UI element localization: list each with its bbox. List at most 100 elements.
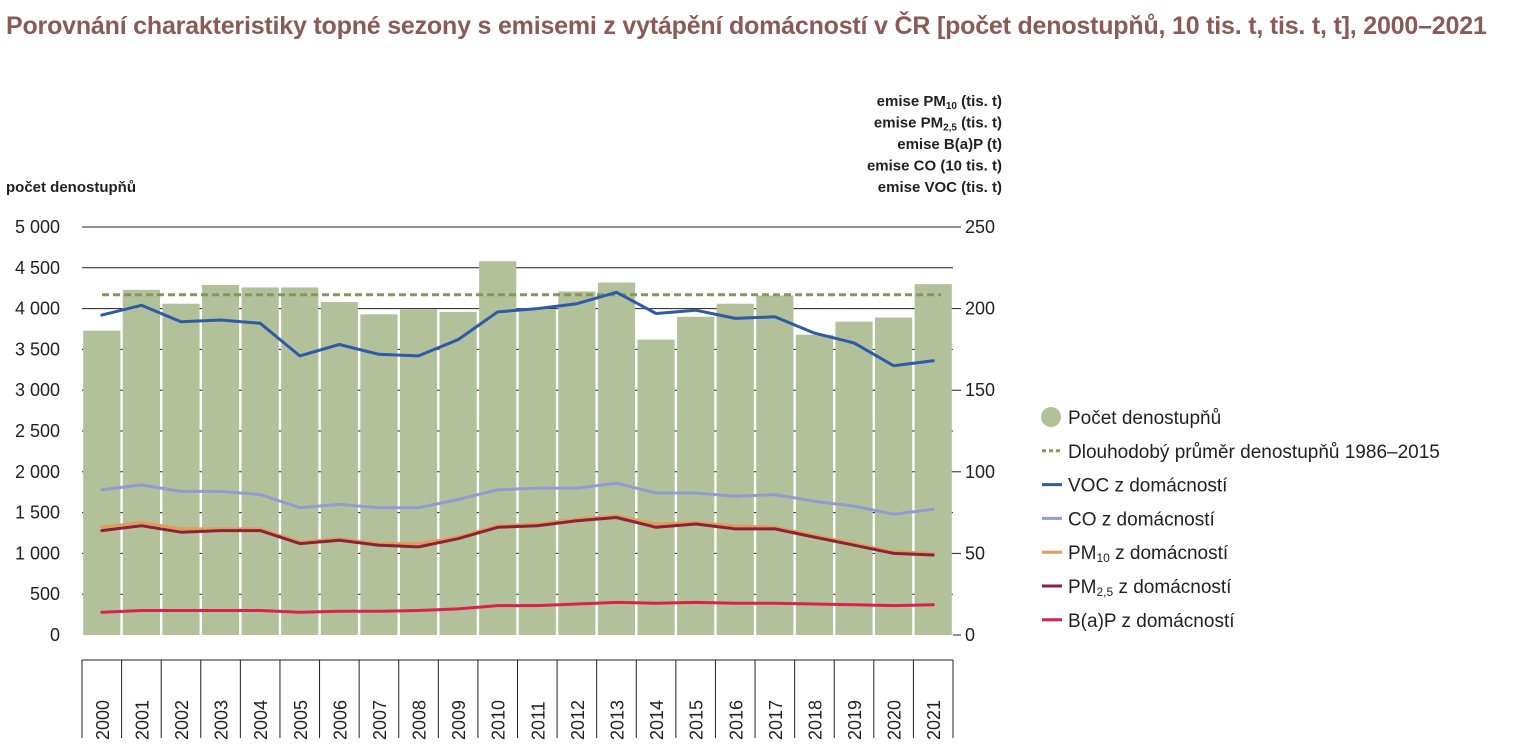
y-left-axis-title: počet denostupňů — [6, 179, 136, 196]
x-tick-label-2020: 2020 — [885, 700, 905, 740]
x-tick-label-2010: 2010 — [489, 700, 509, 740]
x-tick-label-2000: 2000 — [93, 700, 113, 740]
axis-title-subscript: 2,5 — [943, 123, 957, 134]
y-right-tick-label: 200 — [965, 299, 995, 319]
y-right-axis-title-line: emise VOC (tis. t) — [878, 179, 1002, 196]
bar-2011 — [518, 309, 556, 635]
x-tick-label-2018: 2018 — [805, 700, 825, 740]
y-left-tick-label: 2 500 — [15, 421, 60, 441]
legend-label-pm25: PM2,5 z domácností — [1068, 577, 1232, 599]
legend-label-text: PM — [1068, 577, 1097, 598]
legend-label-text: Počet denostupňů — [1068, 408, 1221, 429]
bar-2014 — [637, 339, 675, 635]
y-left-tick-label: 0 — [50, 625, 60, 645]
line-voc — [100, 290, 935, 368]
legend-label-text: z domácností — [1110, 543, 1229, 564]
bar-2008 — [399, 309, 438, 635]
legend-label-bap: B(a)P z domácností — [1068, 611, 1235, 632]
x-tick-label-2008: 2008 — [410, 700, 430, 740]
x-tick-label-2005: 2005 — [291, 700, 311, 740]
y-left-tick-label: 1 500 — [15, 503, 60, 523]
legend-label-voc: VOC z domácností — [1068, 476, 1228, 497]
axis-title-text: emise PM — [874, 115, 943, 132]
bar-2001 — [122, 289, 160, 635]
bar-2020 — [875, 317, 913, 635]
bar-2013 — [597, 282, 636, 635]
legend-label-subscript: 10 — [1097, 551, 1111, 565]
x-tick-label-2017: 2017 — [766, 700, 786, 740]
y-left-tick-label: 4 000 — [15, 299, 60, 319]
bar-2012 — [558, 291, 596, 635]
x-tick-label-2011: 2011 — [528, 701, 548, 740]
y-right-tick-label: 50 — [965, 543, 985, 563]
x-tick-label-2016: 2016 — [726, 700, 746, 740]
bar-2018 — [795, 334, 834, 635]
x-tick-label-2009: 2009 — [449, 700, 469, 740]
axis-title-text: emise B(a)P (t) — [897, 136, 1002, 153]
x-tick-label-2012: 2012 — [568, 700, 588, 740]
line-pm25 — [100, 516, 935, 557]
x-tick-label-2003: 2003 — [212, 700, 232, 740]
bar-2021 — [914, 284, 952, 635]
x-tick-label-2015: 2015 — [687, 700, 707, 740]
x-tick-label-2013: 2013 — [607, 700, 627, 740]
bar-2017 — [756, 295, 794, 635]
bar-2004 — [241, 287, 279, 635]
y-left-tick-label: 2 000 — [15, 462, 60, 482]
line-pm10 — [100, 514, 935, 555]
chart-title: Porovnání charakteristiky topné sezony s… — [6, 12, 1487, 40]
legend-label-text: VOC z domácností — [1068, 476, 1228, 497]
bar-2010 — [479, 261, 517, 635]
y-right-axis-title-line: emise B(a)P (t) — [897, 136, 1002, 153]
legend-label-pm10: PM10 z domácností — [1068, 543, 1229, 565]
x-tick-label-2004: 2004 — [251, 700, 271, 740]
bar-2019 — [835, 321, 873, 635]
legend-label-text: Dlouhodobý průměr denostupňů 1986–2015 — [1068, 442, 1440, 463]
legend-swatch-degree_days — [1041, 407, 1061, 427]
x-tick-label-2014: 2014 — [647, 700, 667, 740]
x-tick-label-2006: 2006 — [330, 700, 350, 740]
legend-label-degree_days: Počet denostupňů — [1068, 408, 1221, 429]
x-tick-label-2007: 2007 — [370, 700, 390, 740]
legend: Počet denostupňů Dlouhodobý průměr denost… — [1041, 407, 1440, 632]
legend-label-long_term_avg: Dlouhodobý průměr denostupňů 1986–2015 — [1068, 442, 1440, 463]
line-bap — [100, 600, 935, 614]
bar-2007 — [360, 314, 398, 635]
y-left-tick-label: 1 000 — [15, 543, 60, 563]
bar-2016 — [716, 303, 754, 635]
axis-title-text: emise VOC (tis. t) — [878, 179, 1002, 196]
y-left-tick-label: 3 500 — [15, 339, 60, 359]
x-tick-label-2021: 2021 — [924, 700, 944, 740]
x-tick-label-2002: 2002 — [172, 700, 192, 740]
bar-2006 — [320, 302, 358, 635]
bar-2009 — [439, 311, 477, 635]
y-right-tick-label: 100 — [965, 462, 995, 482]
line-series — [100, 290, 941, 614]
axis-title-text: emise CO (10 tis. t) — [867, 158, 1002, 175]
axis-title-text: (tis. t) — [957, 93, 1002, 110]
y-left-tick-label: 4 500 — [15, 258, 60, 278]
y-right-axis-title-line: emise CO (10 tis. t) — [867, 158, 1002, 175]
bar-2005 — [281, 287, 319, 635]
bar-2000 — [83, 330, 121, 635]
legend-label-text: B(a)P z domácností — [1068, 611, 1235, 632]
bar-2002 — [162, 303, 200, 635]
y-right-axis-title-line: emise PM10 (tis. t) — [877, 93, 1002, 112]
x-tick-label-2001: 2001 — [132, 700, 152, 740]
bar-2003 — [201, 284, 240, 635]
y-right-tick-label: 0 — [965, 625, 975, 645]
axis-title-subscript: 10 — [946, 101, 958, 112]
y-right-axis-title-line: emise PM2,5 (tis. t) — [874, 115, 1002, 134]
legend-label-text: z domácností — [1113, 577, 1232, 598]
bar-series — [83, 261, 952, 635]
line-co — [100, 481, 935, 516]
bar-2015 — [677, 316, 715, 635]
legend-label-text: PM — [1068, 543, 1097, 564]
y-left-tick-label: 3 000 — [15, 380, 60, 400]
legend-label-co: CO z domácností — [1068, 509, 1215, 530]
y-left-tick-label: 500 — [30, 584, 60, 604]
axis-title-text: emise PM — [877, 93, 946, 110]
y-right-tick-label: 150 — [965, 380, 995, 400]
